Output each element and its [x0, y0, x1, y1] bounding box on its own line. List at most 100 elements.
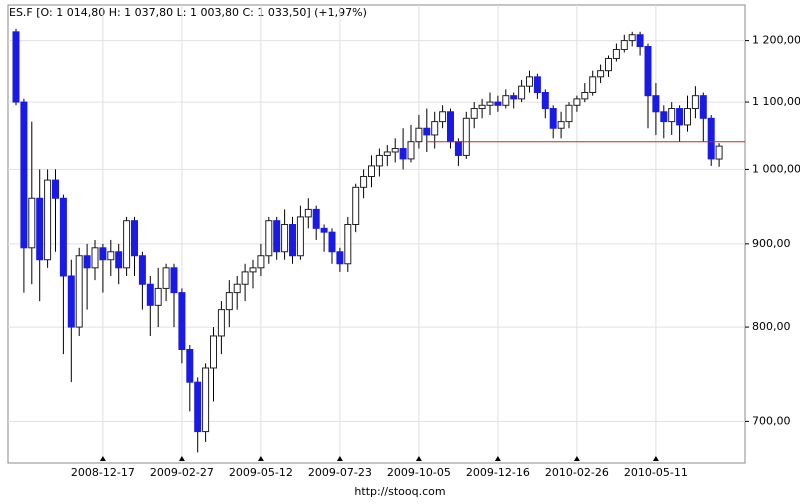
x-tick-label: 2009-05-12 — [229, 466, 293, 479]
candle-body — [336, 251, 344, 265]
candle-body — [565, 104, 573, 123]
chart-title: ES.F [O: 1 014,80 H: 1 037,80 L: 1 003,8… — [9, 6, 367, 19]
candle-body — [83, 255, 91, 269]
candle-body — [439, 111, 447, 123]
tick-marker — [99, 456, 106, 461]
candle-body — [628, 34, 636, 42]
source: http://stooq.com — [354, 485, 445, 498]
candle-body — [636, 34, 644, 48]
y-tick-label: 1 200,00 — [752, 34, 800, 47]
candle-body — [107, 251, 115, 261]
candle-body — [375, 154, 383, 167]
candle-body — [123, 220, 131, 269]
candle-body — [691, 95, 699, 110]
candle-body — [707, 117, 715, 160]
candle-body — [99, 247, 107, 261]
candle-body — [605, 57, 612, 72]
candle-body — [597, 70, 605, 78]
candle-body — [360, 176, 368, 188]
tick-marker — [336, 456, 343, 461]
candle-body — [312, 208, 320, 229]
candle-body — [541, 92, 549, 110]
candle-body — [75, 255, 83, 328]
candle-body — [210, 335, 217, 369]
candle-body — [249, 267, 257, 273]
plot-area — [7, 4, 746, 464]
candle-body — [138, 255, 146, 285]
tick-marker — [257, 456, 264, 461]
candle-body — [67, 275, 75, 328]
candle-body — [684, 108, 691, 126]
candle-body — [652, 95, 660, 113]
candle-body — [462, 117, 470, 156]
candle-body — [486, 101, 494, 106]
candle-body — [131, 220, 138, 257]
tick-marker — [178, 456, 185, 461]
candle-body — [91, 247, 99, 269]
candle-body — [12, 31, 20, 103]
candle-body — [581, 92, 589, 100]
candle-body — [265, 220, 273, 257]
candle-body — [518, 85, 526, 100]
candle-body — [612, 48, 620, 59]
candle-body — [194, 381, 202, 433]
tick-marker — [652, 456, 659, 461]
candle-body — [233, 283, 241, 294]
y-tick-label: 1 000,00 — [752, 162, 800, 175]
candle-body — [146, 283, 154, 306]
x-tick-label: 2010-02-26 — [545, 466, 609, 479]
candle-body — [399, 148, 407, 160]
candle-body — [407, 141, 415, 160]
candle-body — [415, 127, 423, 143]
candle-body — [186, 349, 194, 383]
candle-body — [470, 108, 478, 119]
candle-body — [328, 231, 336, 253]
x-tick-label: 2009-12-16 — [466, 466, 530, 479]
candle-body — [383, 151, 391, 156]
candle-body — [289, 223, 296, 257]
candle-body — [320, 227, 328, 233]
candle-body — [36, 197, 44, 261]
candle-body — [344, 223, 352, 265]
candle-body — [162, 267, 170, 289]
candle-body — [660, 111, 668, 123]
candle-body — [510, 95, 518, 100]
y-tick-label: 700,00 — [752, 414, 791, 427]
y-tick-label: 800,00 — [752, 320, 791, 333]
candle-body — [273, 220, 281, 253]
y-tick-label: 1 100,00 — [752, 95, 800, 108]
candle-body — [304, 208, 312, 218]
candle-body — [454, 141, 462, 156]
candle-body — [154, 287, 162, 306]
candle-body — [620, 40, 628, 50]
candle-body — [202, 367, 210, 433]
candle-body — [533, 76, 541, 94]
candle-body — [431, 121, 439, 136]
x-tick-label: 2008-12-17 — [71, 466, 135, 479]
candle-body — [676, 108, 684, 126]
candle-body — [557, 121, 565, 129]
candle-body — [296, 216, 304, 257]
candle-body — [549, 108, 557, 129]
candle-body — [644, 46, 652, 97]
candle-body — [178, 292, 186, 351]
candle-body — [44, 179, 52, 261]
tick-marker — [415, 456, 422, 461]
candle-body — [447, 111, 454, 143]
candle-body — [281, 223, 289, 253]
y-tick-label: 900,00 — [752, 237, 791, 250]
candle-body — [115, 251, 123, 269]
candle-body — [241, 271, 249, 285]
candle-body — [257, 255, 265, 269]
candle-body — [715, 145, 723, 160]
candle-body — [28, 197, 36, 249]
x-tick-label: 2009-02-27 — [150, 466, 214, 479]
tick-marker — [573, 456, 580, 461]
candle-body — [423, 127, 431, 136]
candle-body — [699, 95, 707, 119]
candle-body — [225, 292, 233, 311]
candle-body — [59, 197, 67, 277]
x-tick-label: 2009-07-23 — [308, 466, 372, 479]
